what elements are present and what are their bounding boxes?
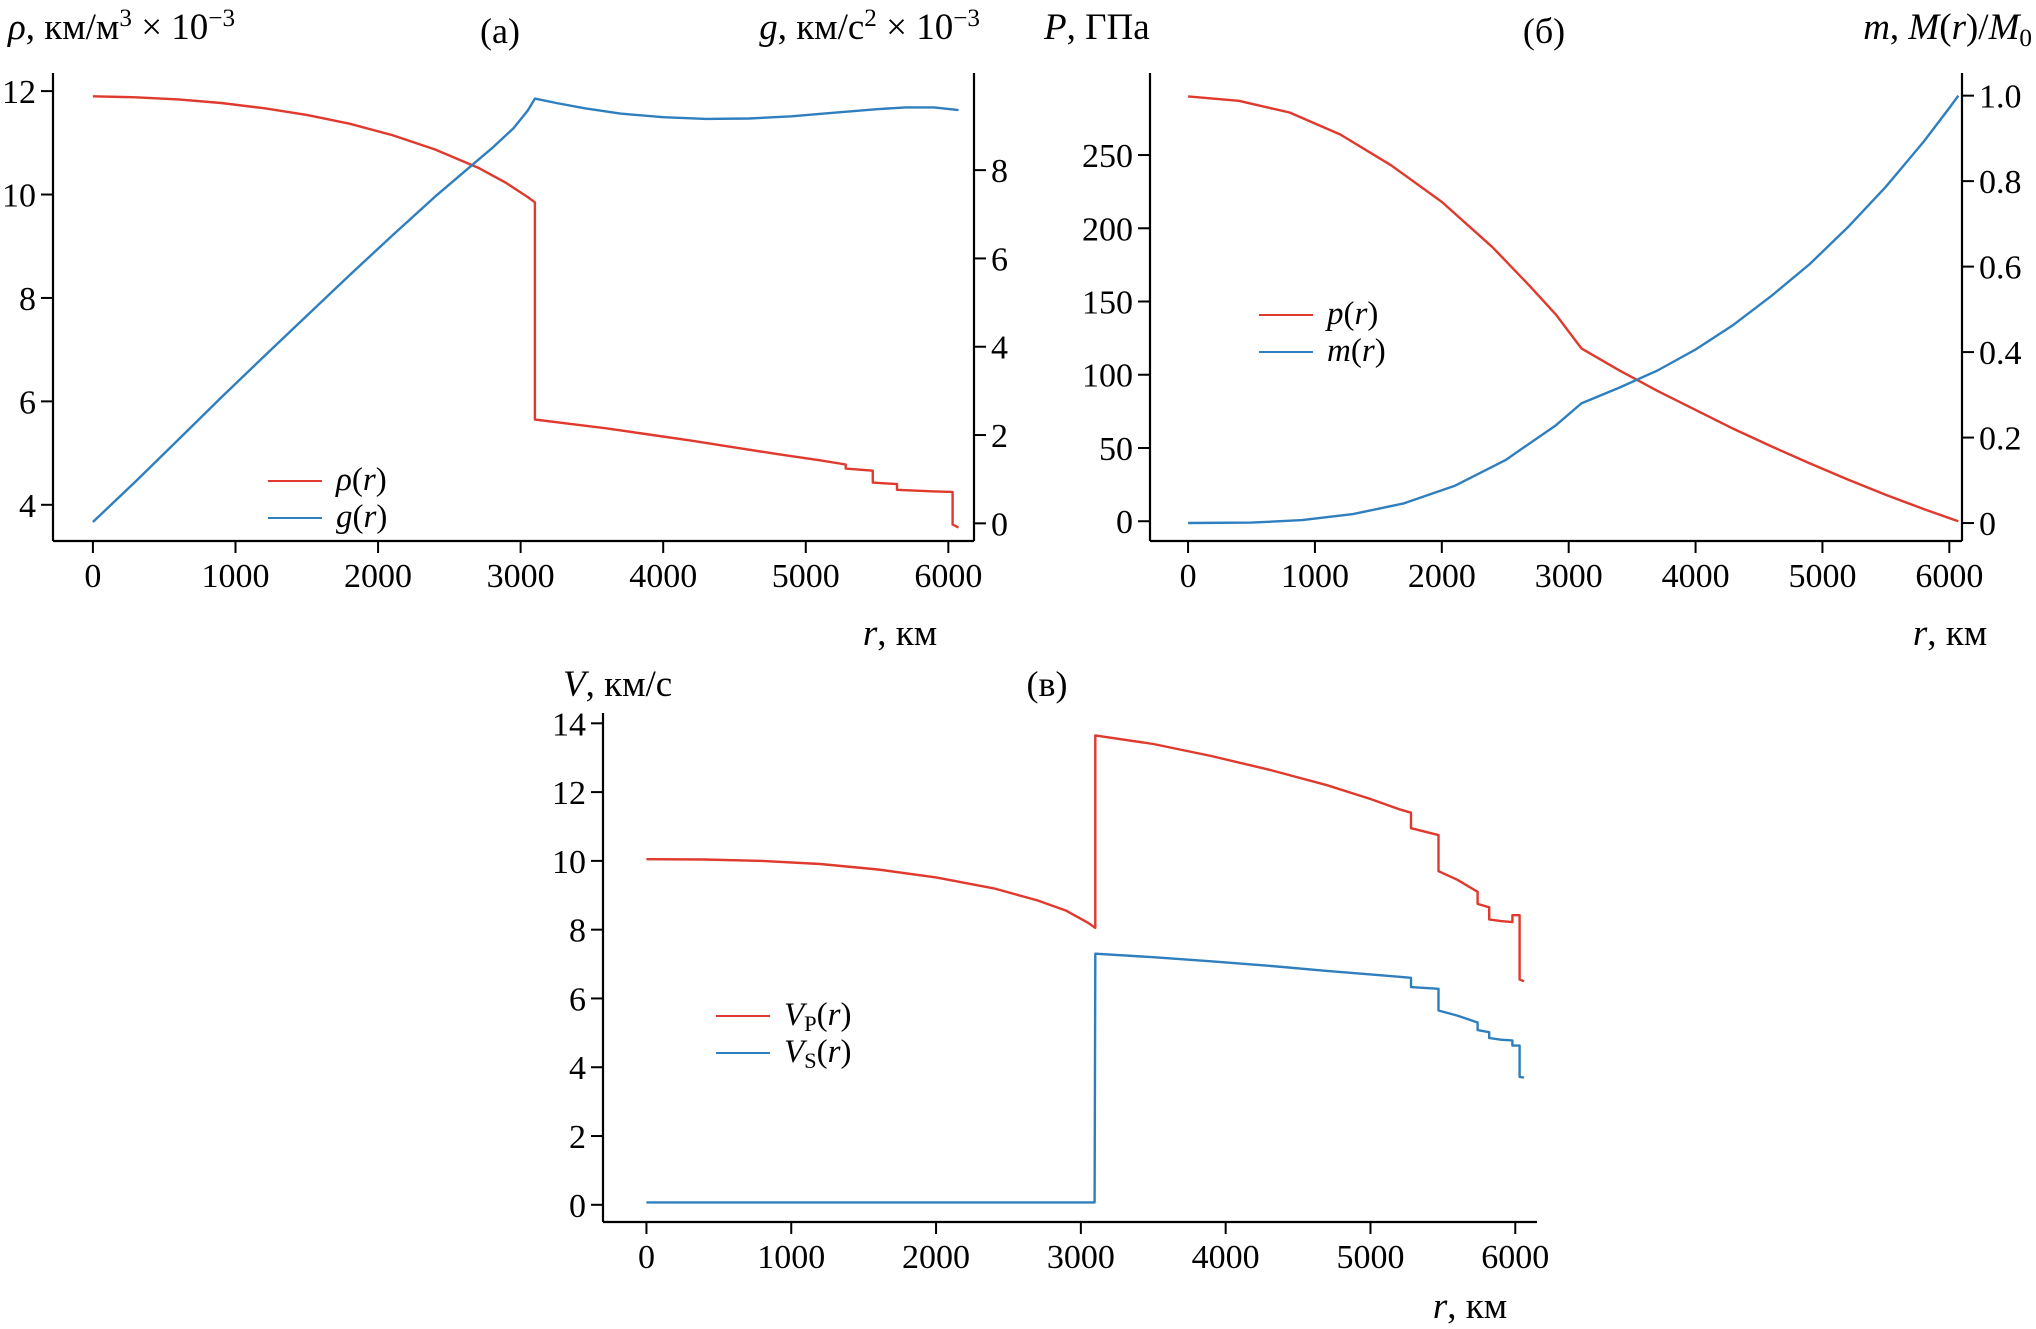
x-tick-label: 6000 bbox=[914, 558, 982, 595]
legend-item: p(r) bbox=[1259, 296, 1386, 333]
y-tick-label: 8 bbox=[991, 153, 1008, 190]
y-tick-label: 50 bbox=[1099, 431, 1133, 468]
x-tick-label: 0 bbox=[84, 558, 101, 595]
legend-line-vs bbox=[716, 1051, 770, 1054]
y-tick-label: 12 bbox=[2, 74, 36, 111]
series-rho-line bbox=[92, 95, 960, 529]
y-tick-label: 200 bbox=[1082, 211, 1133, 248]
y-tick-label: 0.8 bbox=[1979, 164, 2022, 201]
x-tick-label: 4000 bbox=[1192, 1239, 1260, 1276]
legend-line-rho bbox=[268, 479, 322, 482]
panel-b-plot: 0 1000 2000 3000 4000 5000 6000 0 50 100 150 200 250… bbox=[1082, 73, 2022, 595]
series-p-line bbox=[1187, 95, 1959, 523]
legend-label-m: m(r) bbox=[1327, 333, 1386, 369]
series-g-line bbox=[92, 97, 959, 523]
y-tick-label: 0 bbox=[1979, 506, 1996, 543]
legend-line-p bbox=[1259, 313, 1313, 316]
legend-label-vp: VP(r) bbox=[784, 997, 852, 1037]
panel-a-right-axis-title: g, км/с2 × 10−3 bbox=[759, 5, 980, 48]
y-tick-label: 10 bbox=[552, 844, 586, 881]
y-tick-label: 6 bbox=[19, 384, 36, 421]
legend-label-rho: ρ(r) bbox=[336, 462, 387, 498]
x-tick-label: 6000 bbox=[1481, 1239, 1549, 1276]
panel-v-plot: 0 1000 2000 3000 4000 5000 6000 0 2 4 6 8 10 12 14 bbox=[552, 706, 1549, 1276]
x-tick-label: 6000 bbox=[1915, 558, 1983, 595]
legend-line-m bbox=[1259, 350, 1313, 353]
x-tick-label: 2000 bbox=[1408, 558, 1476, 595]
panel-a: 0 1000 2000 3000 4000 5000 6000 4 6 8 10 12 0 2 4 6 8 ρ,… bbox=[0, 0, 1036, 660]
x-tick-label: 4000 bbox=[1662, 558, 1730, 595]
x-tick-label: 5000 bbox=[1336, 1239, 1404, 1276]
panel-v-label: (в) bbox=[1026, 664, 1068, 704]
x-tick-label: 2000 bbox=[902, 1239, 970, 1276]
series-vs-line bbox=[646, 952, 1525, 1204]
y-tick-label: 2 bbox=[569, 1119, 586, 1156]
legend-label-g: g(r) bbox=[336, 499, 388, 535]
panel-a-plot: 0 1000 2000 3000 4000 5000 6000 4 6 8 10 12 0 2 4 6 8 bbox=[2, 73, 1008, 595]
y-tick-label: 0.6 bbox=[1979, 250, 2022, 287]
x-tick-label: 3000 bbox=[1535, 558, 1603, 595]
x-tick-label: 4000 bbox=[629, 558, 697, 595]
panel-b-left-axis-title: P, ГПа bbox=[1044, 7, 1150, 48]
y-tick-label: 8 bbox=[19, 281, 36, 318]
panel-b: 0 1000 2000 3000 4000 5000 6000 0 50 100 150 200 250… bbox=[1040, 0, 2036, 660]
y-tick-label: 100 bbox=[1082, 358, 1133, 395]
panel-v-legend: VP(r) VS(r) bbox=[716, 997, 852, 1074]
x-tick-label: 1000 bbox=[201, 558, 269, 595]
x-tick-label: 5000 bbox=[1788, 558, 1856, 595]
legend-item: m(r) bbox=[1259, 333, 1386, 370]
legend-item: VP(r) bbox=[716, 997, 852, 1037]
x-tick-label: 1000 bbox=[1281, 558, 1349, 595]
y-tick-label: 0 bbox=[1116, 504, 1133, 541]
panel-b-label: (б) bbox=[1522, 11, 1566, 51]
y-tick-label: 150 bbox=[1082, 285, 1133, 322]
y-tick-label: 4 bbox=[569, 1050, 586, 1087]
legend-line-vp bbox=[716, 1014, 770, 1017]
legend-item: VS(r) bbox=[716, 1034, 852, 1074]
x-tick-label: 0 bbox=[1180, 558, 1197, 595]
y-tick-label: 0 bbox=[991, 506, 1008, 543]
y-tick-label: 6 bbox=[569, 981, 586, 1018]
y-tick-label: 6 bbox=[991, 241, 1008, 278]
x-tick-label: 3000 bbox=[487, 558, 555, 595]
panel-b-x-axis-title: r, км bbox=[1912, 613, 1988, 654]
legend-label-p: p(r) bbox=[1327, 296, 1379, 332]
x-tick-label: 0 bbox=[638, 1239, 655, 1276]
panel-v: 0 1000 2000 3000 4000 5000 6000 0 2 4 6 8 10 12 14 V, … bbox=[530, 655, 1560, 1329]
y-tick-label: 0 bbox=[569, 1188, 586, 1225]
y-tick-label: 8 bbox=[569, 913, 586, 950]
y-tick-label: 10 bbox=[2, 178, 36, 215]
series-m-line bbox=[1188, 94, 1960, 525]
panel-v-x-axis-title: r, км bbox=[1432, 1286, 1508, 1327]
legend-item: ρ(r) bbox=[268, 462, 387, 499]
y-tick-label: 4 bbox=[991, 330, 1008, 367]
y-tick-label: 0.2 bbox=[1979, 421, 2022, 458]
y-tick-label: 14 bbox=[552, 706, 586, 743]
y-tick-label: 2 bbox=[991, 418, 1008, 455]
panel-a-legend: ρ(r) g(r) bbox=[268, 462, 387, 536]
y-tick-label: 4 bbox=[19, 488, 36, 525]
panel-v-left-axis-title: V, км/с bbox=[563, 664, 673, 705]
y-tick-label: 12 bbox=[552, 775, 586, 812]
panel-a-left-axis-title: ρ, км/м3 × 10−3 bbox=[8, 5, 236, 48]
panel-b-right-axis-title: m, M(r)/M0 bbox=[1863, 7, 2032, 53]
series-vp-line bbox=[646, 734, 1525, 983]
legend-label-vs: VS(r) bbox=[784, 1034, 852, 1074]
x-tick-label: 5000 bbox=[772, 558, 840, 595]
y-tick-label: 1.0 bbox=[1979, 79, 2022, 116]
panel-a-label: (а) bbox=[480, 11, 520, 51]
x-tick-label: 2000 bbox=[344, 558, 412, 595]
y-tick-label: 0.4 bbox=[1979, 335, 2022, 372]
panel-b-legend: p(r) m(r) bbox=[1259, 296, 1386, 370]
panel-a-x-axis-title: r, км bbox=[862, 613, 938, 654]
legend-item: g(r) bbox=[268, 499, 387, 536]
x-tick-label: 3000 bbox=[1047, 1239, 1115, 1276]
legend-line-g bbox=[268, 516, 322, 519]
y-tick-label: 250 bbox=[1082, 138, 1133, 175]
x-tick-label: 1000 bbox=[757, 1239, 825, 1276]
